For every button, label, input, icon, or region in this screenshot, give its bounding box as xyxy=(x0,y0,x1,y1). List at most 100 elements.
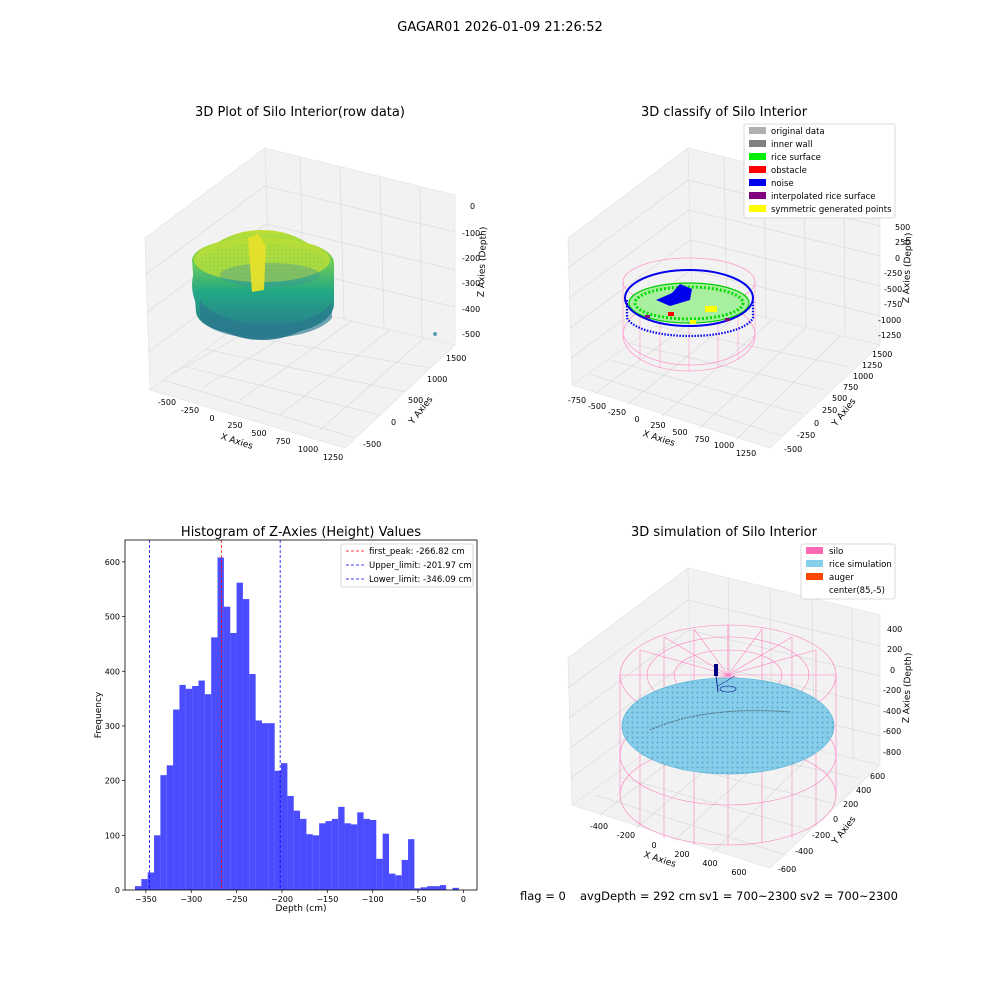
hist-bar xyxy=(433,886,440,890)
hist-bar xyxy=(274,770,282,890)
panel1-xlabel: X Axies xyxy=(219,432,254,452)
status-footer: flag = 0 avgDepth = 292 cm sv1 = 700~230… xyxy=(520,889,898,903)
hist-title: Histogram of Z-Axies (Height) Values xyxy=(181,525,421,540)
hist-bar xyxy=(166,765,174,890)
hist-bar xyxy=(211,637,218,890)
panel1-ztick: 0 xyxy=(470,202,475,211)
hist-bar xyxy=(300,818,307,890)
hist-bar xyxy=(427,886,434,890)
hist-xtick-label: −50 xyxy=(410,895,427,904)
legend-swatch xyxy=(806,573,823,580)
legend-swatch xyxy=(749,205,766,212)
legend-label: first_peak: -266.82 cm xyxy=(369,547,465,557)
panel1-xtick: 1000 xyxy=(298,445,318,454)
panel1-peak xyxy=(248,234,266,292)
panel4-xtick: 200 xyxy=(674,850,689,859)
panel2-xtick: 1250 xyxy=(736,449,756,458)
panel4-xlabel: X Axies xyxy=(642,850,677,870)
hist-bar xyxy=(185,688,193,890)
hist-bar xyxy=(319,823,326,890)
hist-bar xyxy=(338,806,345,890)
hist-bar xyxy=(223,606,231,890)
hist-xtick-label: −100 xyxy=(362,895,384,904)
legend-label: Upper_limit: -201.97 cm xyxy=(369,561,472,571)
panel4-xtick: 600 xyxy=(731,868,746,877)
hist-bar xyxy=(134,886,142,890)
panel1-zlabel: Z Axies (Depth) xyxy=(477,227,489,298)
hist-bar xyxy=(173,709,180,890)
legend-swatch xyxy=(749,192,766,199)
legend-swatch xyxy=(749,153,766,160)
hist-legend: first_peak: -266.82 cm Upper_limit: -201… xyxy=(340,543,474,588)
hist-ytick-label: 200 xyxy=(105,777,120,786)
panel4-y-ticks: -600 -400 -200 0 200 400 600 xyxy=(778,772,885,874)
hist-bar xyxy=(192,686,199,890)
panel-classify-3d: 3D classify of Silo Interior xyxy=(567,105,914,458)
panel2-ztick: -1000 xyxy=(878,316,901,325)
hist-bar xyxy=(382,833,389,890)
legend-swatch xyxy=(749,166,766,173)
panel4-ytick: -400 xyxy=(795,847,813,856)
legend-swatch xyxy=(806,547,823,554)
panel1-xtick: -250 xyxy=(181,406,199,415)
hist-bar xyxy=(268,723,275,890)
panel2-legend: original data inner wall rice surface ob… xyxy=(743,123,896,219)
panel4-ztick: -400 xyxy=(883,707,901,716)
legend-label: symmetric generated points xyxy=(771,205,892,215)
hist-bar xyxy=(198,680,205,890)
hist-bar xyxy=(325,821,332,890)
panel1-ytick: 0 xyxy=(391,418,396,427)
panel2-ytick: 1000 xyxy=(853,372,873,381)
hist-bar xyxy=(217,557,224,890)
hist-xtick-label: 0 xyxy=(461,895,466,904)
panel1-ytick: 1500 xyxy=(446,354,466,363)
hist-bar xyxy=(204,694,212,890)
hist-bar xyxy=(414,888,421,890)
panel2-ytick: 750 xyxy=(843,383,858,392)
hist-bar xyxy=(408,839,415,890)
legend-label: silo xyxy=(829,547,843,557)
panel1-xtick: 1250 xyxy=(323,453,343,462)
panel4-ytick: -200 xyxy=(812,831,830,840)
panel4-ztick: -600 xyxy=(883,727,901,736)
panel4-ztick: -200 xyxy=(883,686,901,695)
legend-swatch xyxy=(806,560,823,567)
panel2-xtick: 1000 xyxy=(714,441,734,450)
panel-histogram: Histogram of Z-Axies (Height) Values −35… xyxy=(94,525,478,914)
panel2-xtick: 0 xyxy=(634,415,639,424)
panel2-ztick: -750 xyxy=(884,300,902,309)
legend-label: inner wall xyxy=(771,140,812,150)
panel1-ytick: 1000 xyxy=(427,375,447,384)
legend-label: auger xyxy=(829,573,854,583)
panel-simulation-3d: 3D simulation of Silo Interior xyxy=(567,525,914,877)
panel4-ytick: 400 xyxy=(856,786,871,795)
panel1-xtick: -500 xyxy=(158,398,176,407)
hist-bar xyxy=(147,872,155,890)
panel1-z-ticks: 0 -100 -200 -300 -400 -500 xyxy=(462,202,480,339)
panel1-ztick: -200 xyxy=(462,254,480,263)
hist-bar xyxy=(357,812,364,890)
hist-plot-area: −350 −300 −250 −200 −150 −100 −50 0 0 100 200 300 40… xyxy=(105,540,466,904)
hist-bar xyxy=(141,879,148,890)
legend-label: original data xyxy=(771,127,825,137)
hist-bar xyxy=(331,818,339,890)
panel4-xtick: -400 xyxy=(590,822,608,831)
panel2-xtick: 500 xyxy=(672,428,687,437)
panel2-xtick: 250 xyxy=(650,421,665,430)
panel2-ztick: -1250 xyxy=(878,331,901,340)
panel4-legend: silo rice simulation auger center(85,-5) xyxy=(800,543,896,600)
hist-xtick-label: −300 xyxy=(180,895,202,904)
panel1-xtick: 750 xyxy=(275,437,290,446)
panel-raw-3d: 3D Plot of Silo Interior(row data) xyxy=(144,105,489,462)
hist-bar xyxy=(236,582,243,890)
footer-sv2: sv2 = 700~2300 xyxy=(800,889,898,903)
panel1-ytick: 500 xyxy=(408,396,423,405)
hist-bar xyxy=(287,795,294,890)
hist-bar xyxy=(242,599,250,890)
panel4-ztick: -800 xyxy=(883,748,901,757)
legend-label: obstacle xyxy=(771,166,807,176)
panel4-xtick: -200 xyxy=(617,831,635,840)
hist-bar xyxy=(179,684,186,890)
